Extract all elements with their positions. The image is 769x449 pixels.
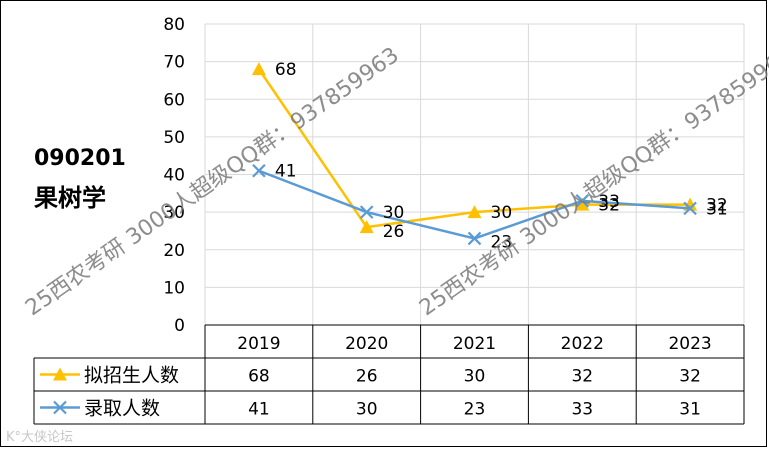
table-value-s1-0: 41 xyxy=(248,400,270,420)
y-tick-label-20: 20 xyxy=(163,241,185,261)
y-tick-label-80: 80 xyxy=(163,15,185,35)
table-value-s1-2: 23 xyxy=(464,400,486,420)
data-label-s1-4: 31 xyxy=(706,199,728,219)
data-label-s0-4: 32 xyxy=(706,196,728,216)
data-point-s0-1 xyxy=(359,220,374,234)
data-label-s1-2: 23 xyxy=(491,232,513,252)
y-tick-label-60: 60 xyxy=(163,90,185,110)
series-line-1 xyxy=(258,169,691,240)
x-tick-label-2022: 2022 xyxy=(561,334,604,354)
table-value-s0-0: 68 xyxy=(248,367,270,387)
x-tick-label-2020: 2020 xyxy=(345,334,388,354)
legend-key-marker-1 xyxy=(53,400,67,415)
data-point-s1-3 xyxy=(575,194,590,208)
data-label-s0-1: 26 xyxy=(383,222,405,242)
table-value-s1-3: 33 xyxy=(571,400,593,420)
data-label-s1-3: 33 xyxy=(598,192,620,212)
x-tick-label-2021: 2021 xyxy=(453,334,496,354)
table-value-s0-2: 30 xyxy=(464,367,486,387)
table-value-s0-3: 32 xyxy=(571,367,593,387)
legend-key-marker-0 xyxy=(53,367,67,381)
legend-label-1: 录取人数 xyxy=(84,398,160,420)
y-tick-label-70: 70 xyxy=(163,53,185,73)
data-label-s1-0: 41 xyxy=(275,162,297,182)
data-label-s0-0: 68 xyxy=(275,60,297,80)
legend-label-0: 拟招生人数 xyxy=(84,365,179,387)
data-point-s0-2 xyxy=(467,205,482,219)
data-label-s1-1: 30 xyxy=(383,203,405,223)
data-point-s1-0 xyxy=(252,163,266,178)
table-value-s0-4: 32 xyxy=(679,367,701,387)
x-tick-label-2023: 2023 xyxy=(668,334,711,354)
data-label-s0-2: 30 xyxy=(491,203,513,223)
y-tick-label-10: 10 xyxy=(163,278,185,298)
program-subject: 果树学 xyxy=(34,184,106,212)
data-point-s1-4 xyxy=(683,201,697,216)
brand-watermark: K°大侠论坛 xyxy=(6,430,74,445)
y-tick-label-40: 40 xyxy=(163,166,185,186)
table-value-s1-4: 31 xyxy=(679,400,701,420)
data-point-s0-3 xyxy=(575,197,590,211)
x-tick-label-2019: 2019 xyxy=(237,334,280,354)
program-code: 090201 xyxy=(34,146,126,171)
y-tick-label-30: 30 xyxy=(163,203,185,223)
table-value-s1-1: 30 xyxy=(356,400,378,420)
data-point-s1-2 xyxy=(467,231,482,246)
data-point-s1-1 xyxy=(359,205,374,219)
y-tick-label-0: 0 xyxy=(174,316,185,336)
y-tick-label-50: 50 xyxy=(163,128,185,148)
table-value-s0-1: 26 xyxy=(356,367,378,387)
data-label-s0-3: 32 xyxy=(598,196,620,216)
data-point-s0-0 xyxy=(251,62,266,76)
